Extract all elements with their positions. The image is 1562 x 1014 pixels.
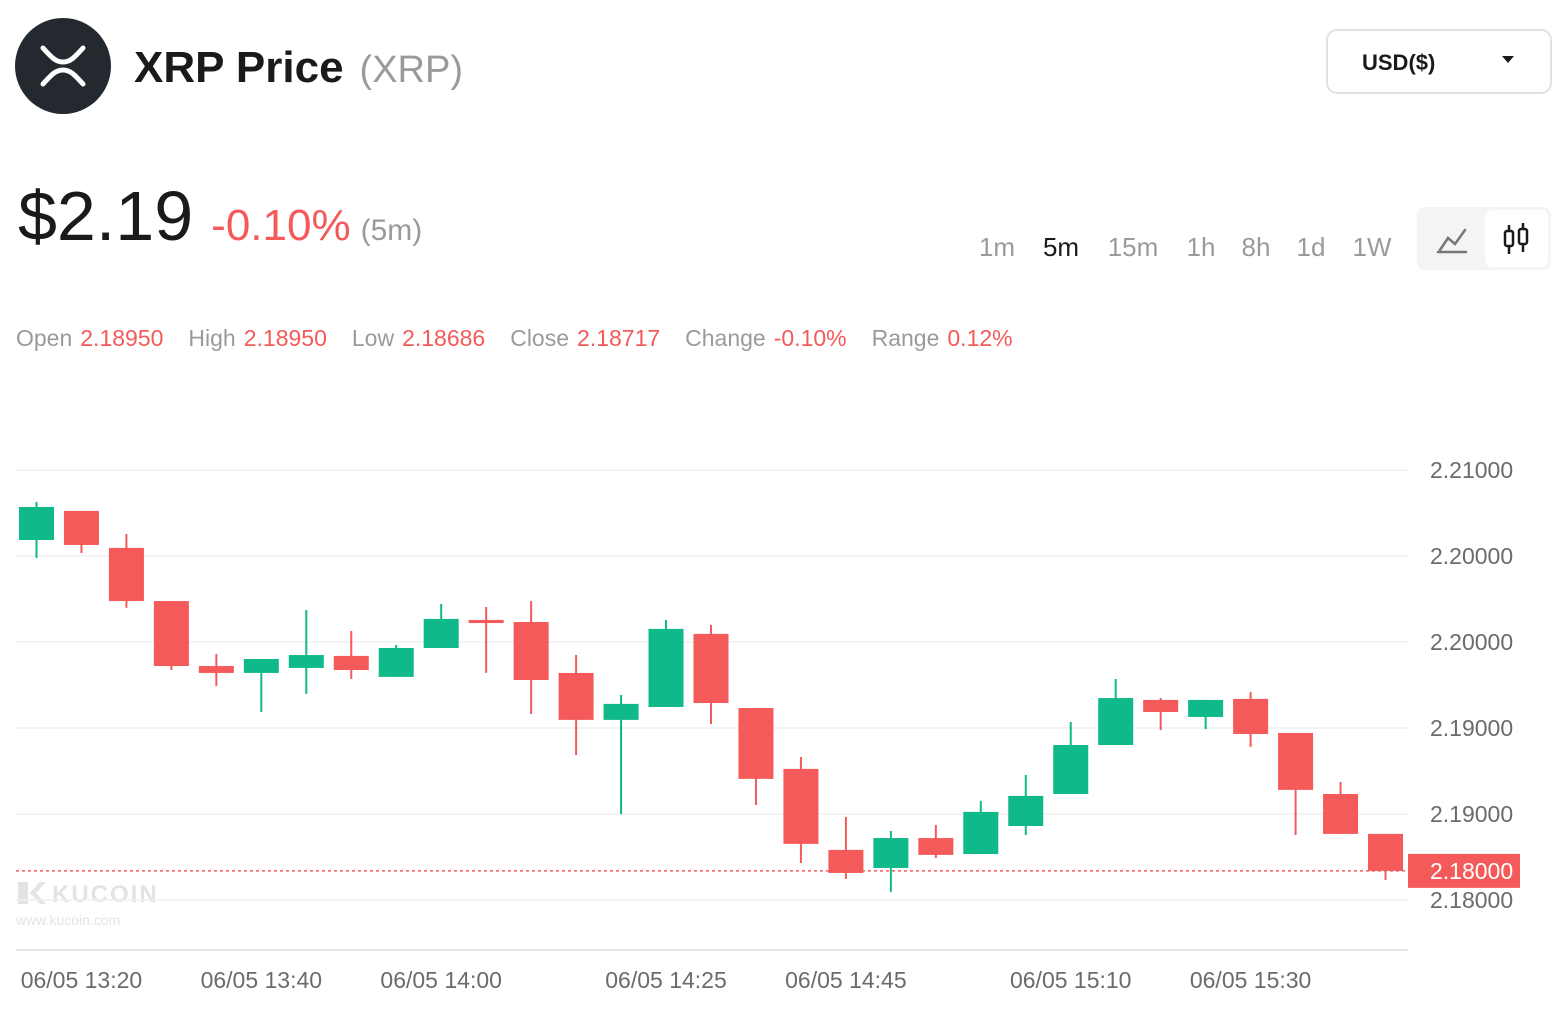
interval-tab[interactable]: 1h [1187, 232, 1216, 262]
candle-body [783, 768, 819, 844]
x-tick-label: 06/05 13:40 [201, 967, 323, 993]
candle-body [288, 655, 324, 668]
candle-body [1368, 833, 1404, 871]
y-tick-label: 2.21000 [1430, 457, 1513, 483]
watermark-brand: KUCOIN [52, 881, 159, 908]
x-tick-label: 06/05 14:25 [605, 967, 727, 993]
stat-value: 0.12% [947, 325, 1012, 351]
candle-body [558, 672, 594, 720]
stat-value: 2.18686 [402, 325, 485, 351]
interval-tab[interactable]: 8h [1242, 232, 1271, 262]
candle-body [108, 547, 144, 602]
interval-tab[interactable]: 15m [1108, 232, 1159, 262]
candle-body [198, 666, 234, 673]
stats-row: Open 2.18950 High 2.18950 Low 2.18686 Close 2.1… [16, 325, 1013, 351]
candle-body [513, 622, 549, 680]
candle-body [18, 506, 54, 540]
x-tick-label: 06/05 15:30 [1190, 967, 1312, 993]
stat-label: High [188, 325, 235, 351]
candle-body [1278, 732, 1314, 790]
y-tick-label: 2.19000 [1430, 801, 1513, 827]
candle-body [693, 633, 729, 704]
interval-tab[interactable]: 1m [979, 232, 1015, 262]
candle-body [1098, 698, 1134, 745]
y-tick-label: 2.19000 [1430, 715, 1513, 741]
interval-tab[interactable]: 1W [1353, 232, 1392, 262]
price: $2.19 [18, 177, 193, 255]
stat-value: 2.18950 [244, 325, 327, 351]
y-tick-label: 2.18000 [1430, 887, 1513, 913]
title: XRP Price [134, 43, 344, 92]
candle-body [1233, 698, 1269, 734]
candle-body [738, 708, 774, 779]
stat-value: 2.18950 [80, 325, 163, 351]
candle-body [1053, 744, 1089, 795]
y-tick-label: 2.20000 [1430, 543, 1513, 569]
title-row: XRP Price (XRP) [134, 43, 463, 92]
stat-value: 2.18717 [577, 325, 660, 351]
candle-body [63, 510, 99, 545]
x-tick-label: 06/05 14:00 [380, 967, 502, 993]
currency[interactable]: USD($) [1362, 50, 1435, 75]
candle-body [1188, 699, 1224, 717]
price-interval: (5m) [361, 214, 423, 247]
candle-body [378, 647, 414, 677]
watermark-url: www.kucoin.com [15, 912, 120, 928]
candle-body [423, 618, 459, 648]
stat-label: Open [16, 325, 72, 351]
x-tick-label: 06/05 14:45 [785, 967, 907, 993]
candle-body [873, 838, 909, 868]
watermark: KUCOIN www.kucoin.com [15, 881, 159, 928]
candlestick-chart: 2.21000 2.20000 2.20000 2.19000 2.19000 2.180… [16, 457, 1520, 993]
symbol: (XRP) [360, 49, 463, 91]
price-row: $2.19 -0.10% (5m) [18, 177, 422, 255]
candle-body [1143, 699, 1179, 712]
price-change: -0.10% [211, 201, 350, 250]
currency-selector[interactable]: USD($) [1326, 29, 1552, 94]
candle-body [963, 811, 999, 855]
candle-body [828, 849, 864, 873]
candle-body [1008, 795, 1044, 826]
stat-label: Low [352, 325, 395, 351]
candle-body [603, 703, 639, 720]
interval-tab[interactable]: 1d [1297, 232, 1326, 262]
candle-body [153, 601, 189, 667]
candle-body [333, 655, 369, 671]
y-tick-label: 2.20000 [1430, 629, 1513, 655]
last-price-tag [1408, 853, 1520, 888]
interval-tab[interactable]: 5m [1043, 232, 1079, 262]
candle-body [243, 658, 279, 673]
stat-value: -0.10% [774, 325, 847, 351]
stat-label: Range [872, 325, 940, 351]
stat-label: Change [685, 325, 766, 351]
logo [15, 18, 111, 114]
interval-tabs: 1m 5m 15m 1h 8h 1d 1W [979, 232, 1392, 262]
chart-type-toggle[interactable] [1417, 207, 1551, 270]
candle-body [918, 838, 954, 855]
last-price-label: 2.18000 [1430, 858, 1513, 884]
stat-label: Close [510, 325, 569, 351]
x-tick-label: 06/05 15:10 [1010, 967, 1132, 993]
candle-body [648, 628, 684, 707]
candle-body [1323, 794, 1359, 834]
candle-body [468, 619, 504, 624]
x-tick-label: 06/05 13:20 [21, 967, 143, 993]
